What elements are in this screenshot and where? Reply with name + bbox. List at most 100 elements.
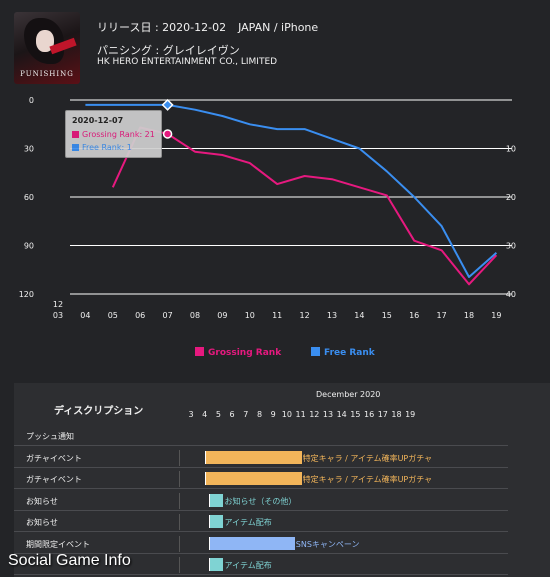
x-axis-tick-label: 10: [245, 311, 255, 320]
row-divider: [179, 492, 180, 509]
x-axis-tick-label: 14: [354, 311, 364, 320]
event-bar[interactable]: [204, 450, 302, 464]
platform-label: JAPAN / iPhone: [238, 21, 319, 34]
tooltip-free-swatch: [72, 144, 79, 151]
legend-grossing-rank[interactable]: Grossing Rank: [195, 347, 281, 358]
event-timeline: ディスクリプション December 2020 3 4 5 6 7 8 9 10 11 12 13 1…: [14, 383, 550, 577]
event-name: ガチャイベント: [26, 453, 82, 463]
series-line-grossing-rank: [111, 126, 498, 286]
row-separator: [14, 552, 508, 554]
day-label: 4: [202, 410, 208, 419]
x-axis-tick-label: 13: [327, 311, 337, 320]
day-label: 13: [322, 410, 334, 419]
right-axis-tick-label: 10: [506, 145, 516, 154]
day-label: 9: [270, 410, 276, 419]
event-name: お知らせ: [26, 496, 58, 506]
timeline-row[interactable]: アイテム配布: [14, 555, 508, 575]
row-separator: [14, 445, 508, 446]
left-axis-tick-label: 90: [24, 242, 34, 251]
series-line-free-rank: [85, 103, 498, 278]
timeline-row[interactable]: ガチャイベント 特定キャラ / アイテム確率UPガチャ: [14, 448, 508, 468]
tooltip-grossing: Grossing Rank: 21: [72, 130, 155, 139]
right-axis-tick-label: 30: [506, 242, 516, 251]
release-date: リリース日 : 2020-12-02: [97, 21, 227, 34]
legend-free-rank[interactable]: Free Rank: [311, 347, 375, 358]
timeline-row[interactable]: お知らせ アイテム配布: [14, 512, 508, 532]
day-label: 11: [295, 410, 306, 419]
event-label: お知らせ（その他）: [224, 496, 297, 506]
x-axis-year-label: 12: [53, 300, 63, 309]
x-axis-tick-label: 05: [108, 311, 118, 320]
x-axis-tick-label: 15: [382, 311, 392, 320]
right-axis-tick-label: 40: [506, 290, 516, 299]
event-bar[interactable]: [208, 515, 224, 528]
row-separator: [14, 531, 508, 532]
day-label: 6: [229, 410, 235, 419]
event-name: 期間限定イベント: [26, 539, 90, 549]
event-label: 特定キャラ / アイテム確率UPガチャ: [302, 475, 433, 484]
row-separator: [14, 574, 508, 575]
release-info: リリース日 : 2020-12-02 JAPAN / iPhone: [97, 19, 318, 35]
x-axis-tick-label: 19: [491, 311, 501, 320]
left-axis-tick-label: 60: [24, 193, 34, 202]
event-bar[interactable]: [208, 493, 224, 507]
day-label: 15: [350, 410, 361, 419]
timeline-row[interactable]: ガチャイベント 特定キャラ / アイテム確率UPガチャ: [14, 469, 508, 489]
event-label: 特定キャラ / アイテム確率UPガチャ: [302, 453, 433, 463]
x-axis-tick-label: 18: [464, 311, 474, 320]
event-bar[interactable]: [208, 536, 295, 550]
tooltip-grossing-text: Grossing Rank: 21: [82, 130, 155, 139]
ranking-section: PUNISHING リリース日 : 2020-12-02 JAPAN / iPho…: [0, 12, 550, 358]
event-label: アイテム配布: [224, 561, 272, 570]
app-title: パニシング : グレイレイヴン: [97, 44, 240, 57]
event-name: ガチャイベント: [26, 475, 82, 484]
chart-tooltip: 2020-12-07 Grossing Rank: 21 Free Rank: …: [65, 110, 162, 158]
legend-grossing-swatch: [195, 347, 204, 356]
event-name: お知らせ: [26, 518, 58, 527]
row-divider: [179, 449, 180, 466]
x-axis-tick-label: 07: [163, 311, 173, 320]
day-label: 8: [256, 410, 263, 419]
legend-grossing-label: Grossing Rank: [208, 348, 282, 358]
row-separator: [14, 488, 508, 489]
timeline-row[interactable]: 期間限定イベント SNSキャンペーン: [14, 534, 508, 554]
tooltip-free: Free Rank: 1: [72, 143, 132, 152]
right-axis-tick-label: 20: [506, 193, 516, 202]
free-point-marker: [161, 98, 174, 111]
tooltip-free-text: Free Rank: 1: [82, 143, 132, 152]
timeline-row[interactable]: お知らせ お知らせ（その他）: [14, 491, 508, 511]
event-label: SNSキャンペーン: [295, 539, 360, 549]
day-label: 17: [377, 410, 388, 419]
left-axis-tick-label: 30: [24, 145, 34, 154]
x-axis-tick-label: 04: [80, 311, 90, 320]
tooltip-date: 2020-12-07: [72, 116, 124, 125]
left-axis-tick-label: 0: [29, 96, 34, 105]
row-divider: [179, 535, 180, 552]
app-icon[interactable]: PUNISHING: [14, 12, 80, 84]
row-separator: [14, 509, 508, 511]
event-bar[interactable]: [204, 472, 302, 485]
timeline-row[interactable]: プッシュ通知: [14, 426, 508, 446]
x-axis-tick-label: 09: [217, 311, 227, 320]
watermark: Social Game Info: [8, 552, 131, 569]
day-label: 7: [243, 410, 249, 419]
legend-free-label: Free Rank: [324, 348, 375, 358]
day-label: 10: [281, 410, 292, 419]
day-label: 14: [336, 410, 347, 419]
row-divider: [179, 557, 180, 573]
description-header: ディスクリプション: [54, 406, 144, 417]
day-label: 5: [215, 410, 221, 419]
x-axis-tick-label: 08: [190, 311, 200, 320]
event-bar[interactable]: [208, 558, 224, 571]
row-divider: [179, 471, 180, 487]
event-label: アイテム配布: [224, 518, 272, 527]
day-label: 16: [364, 410, 375, 419]
x-axis-tick-label: 12: [300, 311, 310, 320]
day-label: 19: [405, 410, 416, 419]
icon-logo-text: PUNISHING: [20, 70, 74, 78]
x-axis-tick-label: 03: [53, 311, 63, 320]
x-axis-tick-label: 06: [135, 311, 145, 320]
rank-chart[interactable]: 0 30 60 90 120 10 20 30 40 12 03 04 05 06 07 08 09 10 11 12…: [0, 88, 550, 338]
month-label: December 2020: [316, 390, 381, 399]
row-divider: [179, 514, 180, 530]
